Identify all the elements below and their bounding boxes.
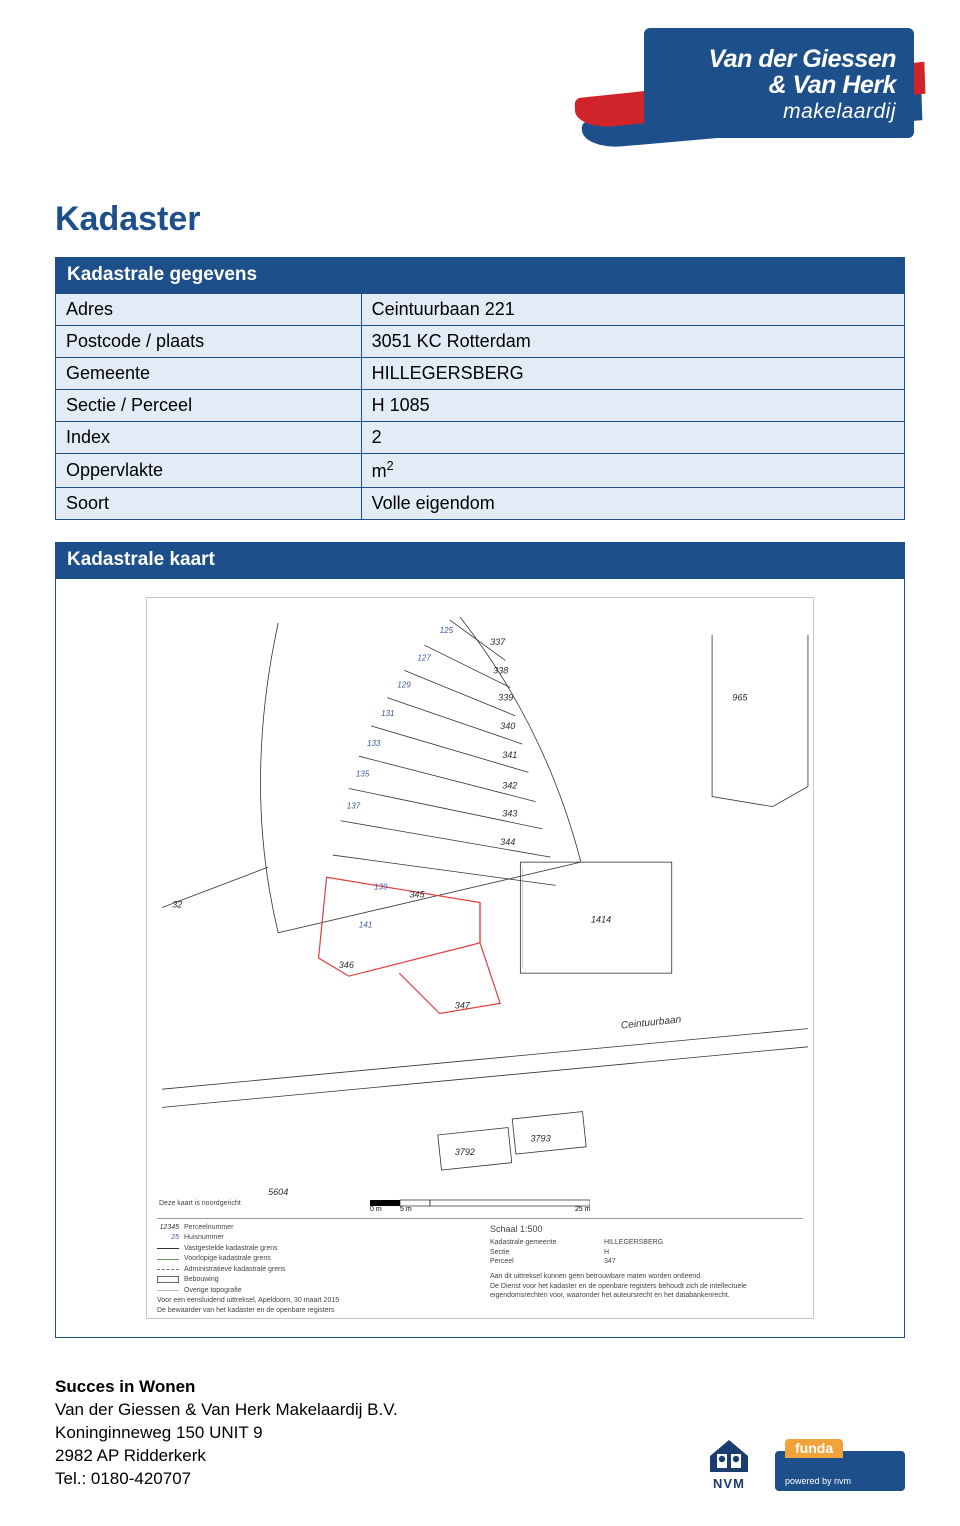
table-row: Postcode / plaats3051 KC Rotterdam [56, 326, 905, 358]
legend-right: Schaal 1:500 Kadastrale gemeenteHILLEGER… [490, 1223, 803, 1315]
svg-text:346: 346 [339, 960, 355, 970]
table-cell-value: Ceintuurbaan 221 [361, 294, 904, 326]
svg-text:5 m: 5 m [400, 1206, 412, 1212]
map-inner: Ceintuurbaan 337 338 339 340 341 342 343… [146, 597, 814, 1319]
svg-text:25 m: 25 m [575, 1206, 590, 1212]
svg-text:341: 341 [502, 750, 517, 760]
legend-right-row: SectieH [490, 1248, 803, 1257]
footer-tel: Tel.: 0180-420707 [55, 1468, 398, 1491]
svg-text:125: 125 [440, 626, 454, 635]
brand-logo: Van der Giessen & Van Herk makelaardij [600, 10, 920, 175]
nvm-logo: NVM [701, 1434, 757, 1491]
funda-logo: funda powered by nvm [775, 1451, 905, 1491]
funda-tab: funda [785, 1439, 843, 1458]
section-header-gegevens: Kadastrale gegevens [55, 257, 905, 293]
footer-company: Van der Giessen & Van Herk Makelaardij B… [55, 1399, 398, 1422]
table-cell-value: H 1085 [361, 390, 904, 422]
table-row: AdresCeintuurbaan 221 [56, 294, 905, 326]
page-footer: Succes in Wonen Van der Giessen & Van He… [55, 1376, 905, 1491]
street-label: Ceintuurbaan [620, 1014, 682, 1031]
table-cell-label: Sectie / Perceel [56, 390, 362, 422]
table-cell-label: Index [56, 422, 362, 454]
north-note: Deze kaart is noordgericht [159, 1200, 241, 1207]
svg-text:347: 347 [455, 1000, 471, 1010]
svg-text:339: 339 [498, 693, 513, 703]
table-cell-value: 2 [361, 422, 904, 454]
nvm-label: NVM [701, 1476, 757, 1491]
svg-text:137: 137 [347, 802, 361, 811]
footer-text: Succes in Wonen Van der Giessen & Van He… [55, 1376, 398, 1491]
table-cell-label: Postcode / plaats [56, 326, 362, 358]
svg-text:135: 135 [356, 769, 370, 778]
legend-right-row: Kadastrale gemeenteHILLEGERSBERG [490, 1238, 803, 1247]
svg-text:0 m: 0 m [370, 1206, 382, 1212]
svg-text:1414: 1414 [591, 915, 611, 925]
svg-text:344: 344 [500, 837, 515, 847]
nvm-icon [706, 1434, 752, 1474]
svg-text:129: 129 [397, 681, 411, 690]
table-row: GemeenteHILLEGERSBERG [56, 358, 905, 390]
footer-addr2: 2982 AP Ridderkerk [55, 1445, 398, 1468]
svg-text:337: 337 [490, 637, 506, 647]
table-cell-label: Soort [56, 488, 362, 520]
funda-sub: powered by nvm [785, 1476, 851, 1486]
svg-text:338: 338 [493, 665, 508, 675]
map-legend: 0 m 5 m 25 m 12345Perceelnummer 25Huisnu… [147, 1198, 813, 1318]
svg-text:32: 32 [172, 900, 182, 910]
page: Van der Giessen & Van Herk makelaardij K… [0, 0, 960, 1526]
legend-left: 12345Perceelnummer 25Huisnummer Vastgest… [157, 1223, 470, 1315]
kadaster-table: AdresCeintuurbaan 221Postcode / plaats30… [55, 293, 905, 520]
footer-addr1: Koninginneweg 150 UNIT 9 [55, 1422, 398, 1445]
svg-text:3792: 3792 [455, 1147, 475, 1157]
table-row: Sectie / PerceelH 1085 [56, 390, 905, 422]
table-cell-value: HILLEGERSBERG [361, 358, 904, 390]
svg-text:345: 345 [409, 889, 425, 899]
svg-text:343: 343 [502, 809, 517, 819]
svg-text:340: 340 [500, 721, 515, 731]
logo-box: Van der Giessen & Van Herk makelaardij [644, 28, 914, 138]
svg-text:131: 131 [381, 709, 394, 718]
svg-text:127: 127 [417, 653, 431, 662]
table-row: Oppervlakte m2 [56, 454, 905, 488]
scale-bar: 0 m 5 m 25 m [370, 1198, 590, 1210]
table-cell-value: 3051 KC Rotterdam [361, 326, 904, 358]
logo-line1: Van der Giessen [709, 46, 897, 72]
svg-text:139: 139 [374, 882, 388, 891]
table-cell-value: m2 [361, 454, 904, 488]
footer-slogan: Succes in Wonen [55, 1376, 398, 1399]
table-cell-label: Gemeente [56, 358, 362, 390]
table-cell-label: Oppervlakte [56, 454, 362, 488]
svg-text:133: 133 [367, 739, 381, 748]
svg-text:5604: 5604 [268, 1187, 288, 1197]
table-row: Index2 [56, 422, 905, 454]
svg-text:3793: 3793 [530, 1134, 550, 1144]
svg-text:342: 342 [502, 780, 517, 790]
svg-text:965: 965 [732, 693, 748, 703]
section-header-kaart: Kadastrale kaart [55, 542, 905, 578]
footer-logos: NVM funda powered by nvm [701, 1434, 905, 1491]
svg-text:141: 141 [359, 921, 372, 930]
map-container: Ceintuurbaan 337 338 339 340 341 342 343… [55, 578, 905, 1338]
logo-sub: makelaardij [783, 100, 896, 124]
table-cell-value: Volle eigendom [361, 488, 904, 520]
table-cell-label: Adres [56, 294, 362, 326]
table-row: SoortVolle eigendom [56, 488, 905, 520]
page-title: Kadaster [55, 200, 905, 239]
legend-right-row: Perceel347 [490, 1257, 803, 1266]
logo-line2: & Van Herk [769, 72, 896, 98]
